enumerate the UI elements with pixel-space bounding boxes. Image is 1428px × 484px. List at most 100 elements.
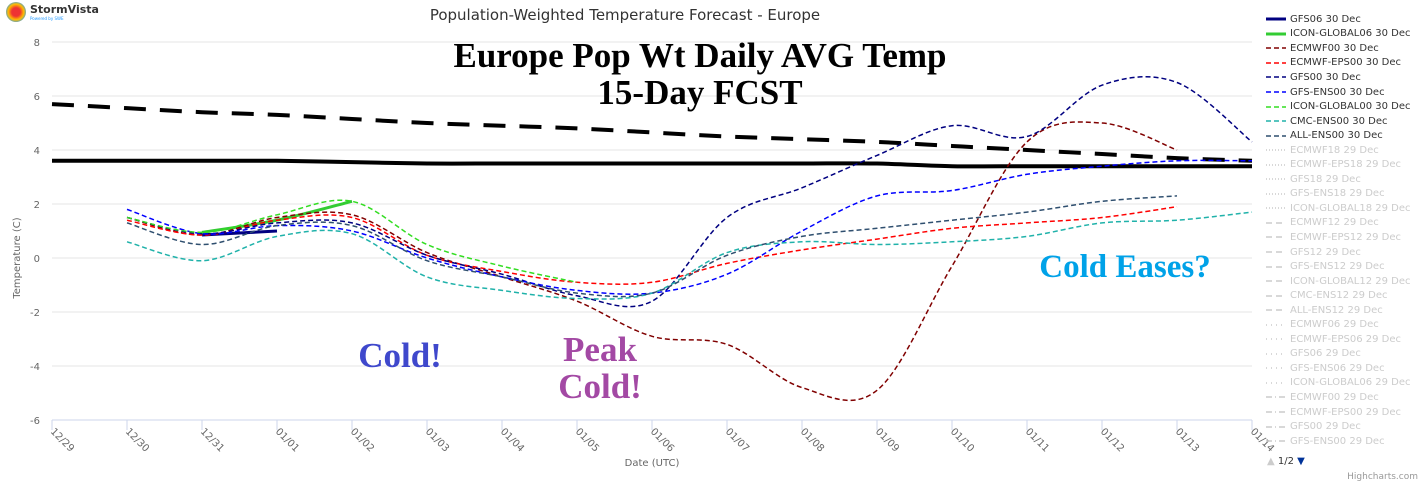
- legend-label: GFS00 29 Dec: [1290, 421, 1361, 433]
- legend-item-hidden[interactable]: ECMWF12 29 Dec: [1266, 216, 1411, 231]
- legend-item-hidden[interactable]: GFS06 29 Dec: [1266, 347, 1411, 362]
- annotation-cold: Cold!: [358, 336, 442, 375]
- legend-swatch: [1266, 222, 1286, 224]
- series-line-gfs00-30-dec[interactable]: [126, 76, 1253, 308]
- legend-swatch: [1266, 193, 1286, 195]
- logo-tagline: Powered by SWE: [30, 16, 64, 21]
- legend-item-hidden[interactable]: ECMWF00 29 Dec: [1266, 390, 1411, 405]
- legend-item-hidden[interactable]: CMC-ENS12 29 Dec: [1266, 288, 1411, 303]
- x-tick-label: 01/08: [798, 426, 826, 454]
- annotation-headline: Europe Pop Wt Daily AVG Temp 15-Day FCST: [380, 37, 1020, 112]
- legend-swatch: [1266, 17, 1286, 21]
- x-tick-label: 01/09: [873, 426, 901, 454]
- x-tick-label: 12/29: [48, 426, 76, 454]
- legend-swatch: [1266, 324, 1286, 326]
- series-line-gfs-ens00-30-dec[interactable]: [126, 159, 1253, 295]
- legend-label: ECMWF-EPS06 29 Dec: [1290, 333, 1402, 345]
- series-line-ecmwf-eps00-30-dec[interactable]: [126, 205, 1178, 285]
- stormvista-logo: StormVista Powered by SWE: [6, 2, 99, 22]
- legend-item-hidden[interactable]: ICON-GLOBAL18 29 Dec: [1266, 201, 1411, 216]
- annotation-line2: 15-Day FCST: [597, 72, 803, 112]
- legend-item-hidden[interactable]: ICON-GLOBAL12 29 Dec: [1266, 274, 1411, 289]
- legend-item-hidden[interactable]: GFS-ENS00 29 Dec: [1266, 434, 1411, 449]
- credits-link[interactable]: Highcharts.com: [1347, 472, 1418, 482]
- legend-label: ICON-GLOBAL00 30 Dec: [1290, 101, 1411, 113]
- series-line-ecmwf00-30-dec[interactable]: [126, 121, 1178, 402]
- legend-item-hidden[interactable]: ECMWF-EPS12 29 Dec: [1266, 230, 1411, 245]
- x-tick-label: 01/05: [573, 426, 601, 454]
- annotation-peak-cold-2: Cold!: [558, 366, 642, 406]
- legend-item-hidden[interactable]: ICON-GLOBAL06 29 Dec: [1266, 376, 1411, 391]
- legend-label: ECMWF00 29 Dec: [1290, 391, 1379, 403]
- chart-title: Population-Weighted Temperature Forecast…: [429, 6, 821, 24]
- legend-swatch: [1266, 236, 1286, 239]
- annotation-cold-eases: Cold Eases?: [1039, 249, 1211, 285]
- legend-label: GFS-ENS00 30 Dec: [1290, 86, 1385, 98]
- legend-label: ECMWF-EPS18 29 Dec: [1290, 159, 1402, 171]
- legend-swatch: [1266, 396, 1286, 399]
- legend-item[interactable]: GFS00 30 Dec: [1266, 70, 1411, 85]
- legend-swatch: [1266, 105, 1286, 108]
- legend-label: ICON-GLOBAL12 29 Dec: [1290, 275, 1411, 287]
- legend-label: GFS-ENS18 29 Dec: [1290, 188, 1385, 200]
- legend-item-hidden[interactable]: GFS12 29 Dec: [1266, 245, 1411, 260]
- y-tick-label: -6: [30, 416, 40, 427]
- legend-label: GFS00 30 Dec: [1290, 71, 1361, 83]
- legend-next-arrow-icon[interactable]: ▼: [1297, 456, 1305, 467]
- legend-item-hidden[interactable]: ALL-ENS12 29 Dec: [1266, 303, 1411, 318]
- legend-item-hidden[interactable]: GFS-ENS06 29 Dec: [1266, 361, 1411, 376]
- x-tick-label: 01/12: [1098, 426, 1126, 454]
- legend-item[interactable]: ECMWF-EPS00 30 Dec: [1266, 56, 1411, 71]
- y-tick-label: 0: [34, 254, 40, 265]
- legend: GFS06 30 Dec ICON-GLOBAL06 30 Dec ECMWF00 …: [1266, 12, 1411, 448]
- x-tick-label: 01/04: [498, 426, 526, 454]
- legend-item[interactable]: CMC-ENS00 30 Dec: [1266, 114, 1411, 129]
- legend-item-hidden[interactable]: ECMWF-EPS00 29 Dec: [1266, 405, 1411, 420]
- legend-item-hidden[interactable]: GFS-ENS12 29 Dec: [1266, 259, 1411, 274]
- legend-label: ECMWF00 30 Dec: [1290, 42, 1379, 54]
- legend-item[interactable]: ICON-GLOBAL00 30 Dec: [1266, 99, 1411, 114]
- legend-item-hidden[interactable]: ECMWF-EPS06 29 Dec: [1266, 332, 1411, 347]
- legend-label: GFS-ENS12 29 Dec: [1290, 261, 1385, 273]
- legend-item-hidden[interactable]: ECMWF18 29 Dec: [1266, 143, 1411, 158]
- legend-item[interactable]: GFS-ENS00 30 Dec: [1266, 85, 1411, 100]
- y-tick-label: 2: [34, 200, 40, 211]
- legend-swatch: [1266, 367, 1286, 370]
- legend-label: ICON-GLOBAL06 30 Dec: [1290, 28, 1411, 40]
- legend-item[interactable]: ICON-GLOBAL06 30 Dec: [1266, 27, 1411, 42]
- x-tick-label: 01/03: [423, 426, 451, 454]
- legend-item-hidden[interactable]: GFS00 29 Dec: [1266, 419, 1411, 434]
- legend-item-hidden[interactable]: ECMWF06 29 Dec: [1266, 317, 1411, 332]
- series-line-cmc-ens00-30-dec[interactable]: [126, 211, 1253, 300]
- legend-item[interactable]: GFS06 30 Dec: [1266, 12, 1411, 27]
- legend-swatch: [1266, 338, 1286, 341]
- legend-label: CMC-ENS00 30 Dec: [1290, 115, 1388, 127]
- legend-swatch: [1266, 382, 1286, 384]
- y-tick-label: 4: [34, 146, 40, 157]
- reference-line-0: [52, 158, 1252, 169]
- legend-item-hidden[interactable]: GFS-ENS18 29 Dec: [1266, 187, 1411, 202]
- legend-label: GFS06 29 Dec: [1290, 348, 1361, 360]
- y-tick-label: -2: [30, 308, 40, 319]
- legend-swatch: [1266, 163, 1286, 166]
- legend-item[interactable]: ALL-ENS00 30 Dec: [1266, 128, 1411, 143]
- legend-swatch: [1266, 149, 1286, 151]
- legend-label: ECMWF-EPS00 30 Dec: [1290, 57, 1402, 69]
- logo-icon: [6, 2, 26, 22]
- legend-prev-arrow-icon[interactable]: ▲: [1267, 456, 1275, 467]
- legend-pager: ▲ 1/2 ▼: [1267, 456, 1305, 467]
- legend-swatch: [1266, 280, 1286, 282]
- legend-swatch: [1266, 440, 1286, 442]
- legend-item-hidden[interactable]: ECMWF-EPS18 29 Dec: [1266, 157, 1411, 172]
- legend-label: GFS06 30 Dec: [1290, 13, 1361, 25]
- legend-label: ECMWF18 29 Dec: [1290, 144, 1379, 156]
- x-tick-label: 01/01: [273, 426, 301, 454]
- legend-swatch: [1266, 47, 1286, 50]
- series-line-all-ens00-30-dec[interactable]: [126, 195, 1178, 298]
- legend-label: ECMWF-EPS00 29 Dec: [1290, 406, 1402, 418]
- legend-item-hidden[interactable]: GFS18 29 Dec: [1266, 172, 1411, 187]
- legend-label: ECMWF12 29 Dec: [1290, 217, 1379, 229]
- y-tick-label: 6: [34, 92, 40, 103]
- series-line-icon-global00-30-dec[interactable]: [126, 199, 578, 284]
- legend-item[interactable]: ECMWF00 30 Dec: [1266, 41, 1411, 56]
